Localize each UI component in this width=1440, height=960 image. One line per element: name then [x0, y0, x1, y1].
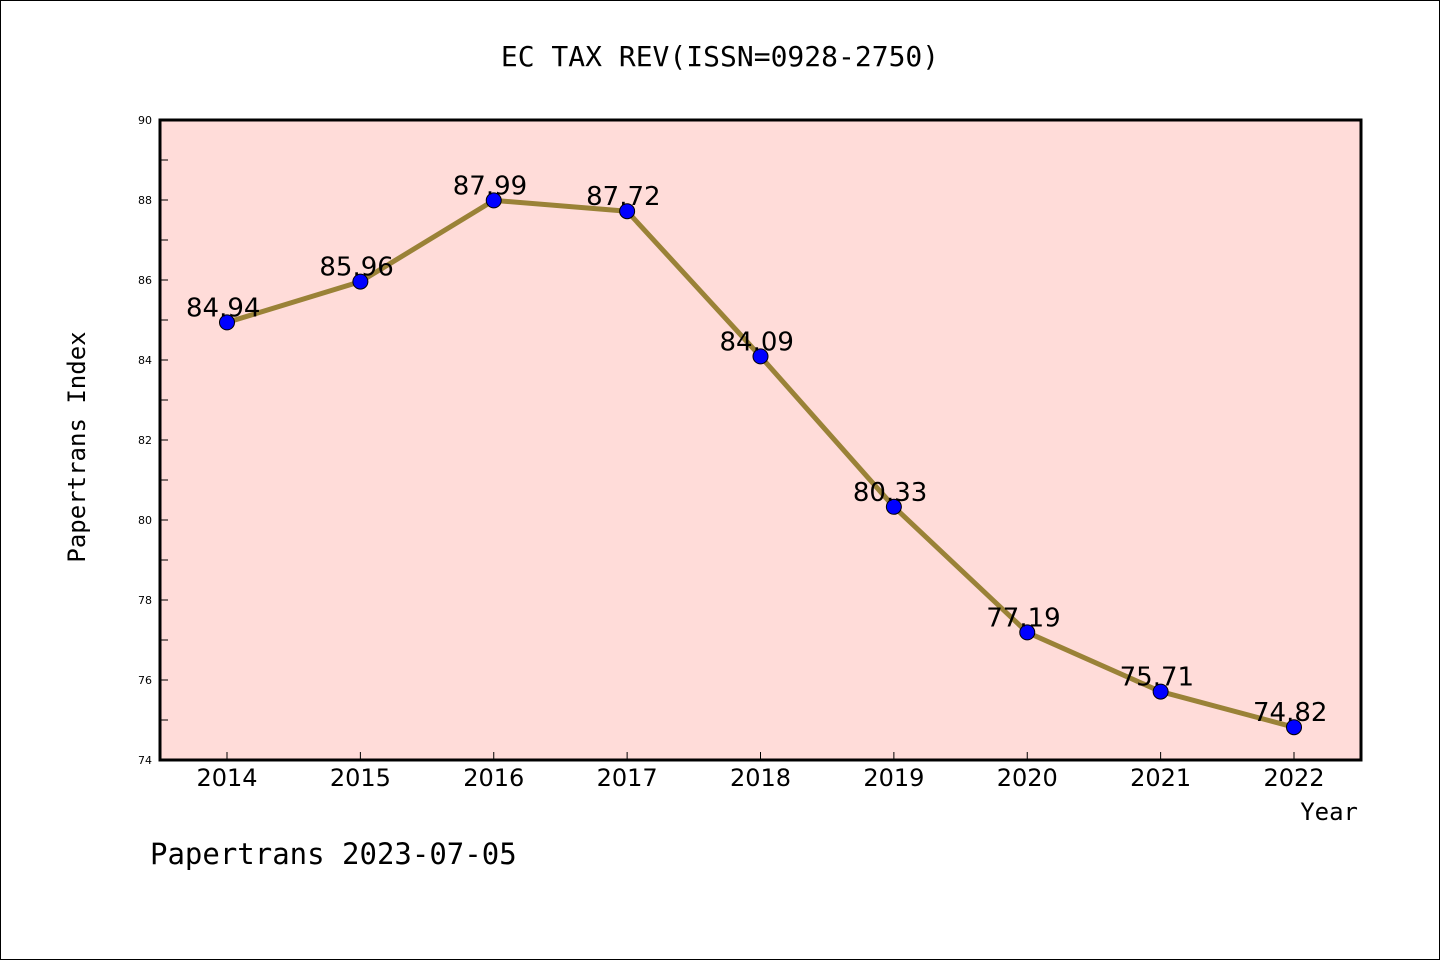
data-label-2019: 80.33 — [853, 478, 927, 508]
y-tick-label: 84 — [138, 354, 152, 367]
data-point-2019 — [885, 498, 902, 515]
plot-area — [160, 120, 1361, 760]
y-tick-label: 78 — [138, 594, 152, 607]
x-tick-label: 2016 — [463, 764, 524, 792]
y-tick-label: 82 — [138, 434, 152, 447]
x-axis-label: Year — [1300, 798, 1358, 826]
data-point-2015 — [352, 273, 369, 290]
data-point-2020 — [1019, 624, 1036, 641]
data-point-2016 — [485, 192, 502, 209]
data-label-2015: 85.96 — [319, 253, 393, 283]
y-tick-label: 90 — [138, 114, 152, 127]
data-label-2021: 75.71 — [1120, 663, 1194, 693]
data-label-2017: 87.72 — [586, 182, 660, 212]
y-axis-label: Papertrans Index — [63, 331, 91, 562]
data-point-2014 — [219, 314, 235, 331]
x-tick-label: 2019 — [863, 764, 924, 792]
data-label-2018: 84.09 — [720, 327, 794, 357]
data-label-2020: 77.19 — [986, 603, 1060, 633]
y-tick-label: 76 — [138, 674, 152, 687]
data-label-2014: 84.94 — [186, 293, 260, 323]
data-label-2022: 74.82 — [1253, 698, 1327, 728]
x-tick-label: 2014 — [196, 764, 257, 792]
data-point-2017 — [619, 203, 636, 220]
data-point-2018 — [752, 348, 769, 365]
data-label-2016: 87.99 — [453, 171, 527, 201]
data-point-2021 — [1152, 683, 1169, 700]
x-tick-label: 2021 — [1130, 764, 1191, 792]
y-tick-label: 80 — [138, 514, 152, 527]
x-tick-label: 2015 — [330, 764, 391, 792]
chart-title: EC TAX REV(ISSN=0928-2750) — [501, 40, 939, 73]
x-tick-label: 2017 — [597, 764, 658, 792]
y-tick-label: 88 — [138, 194, 152, 207]
x-tick-label: 2020 — [997, 764, 1058, 792]
plot-border — [158, 118, 1363, 762]
x-tick-label: 2022 — [1263, 764, 1324, 792]
footer-text: Papertrans 2023-07-05 — [150, 837, 517, 871]
data-point-2022 — [1286, 719, 1302, 736]
y-tick-label: 86 — [138, 274, 152, 287]
y-tick-label: 74 — [138, 754, 152, 767]
x-tick-label: 2018 — [730, 764, 791, 792]
